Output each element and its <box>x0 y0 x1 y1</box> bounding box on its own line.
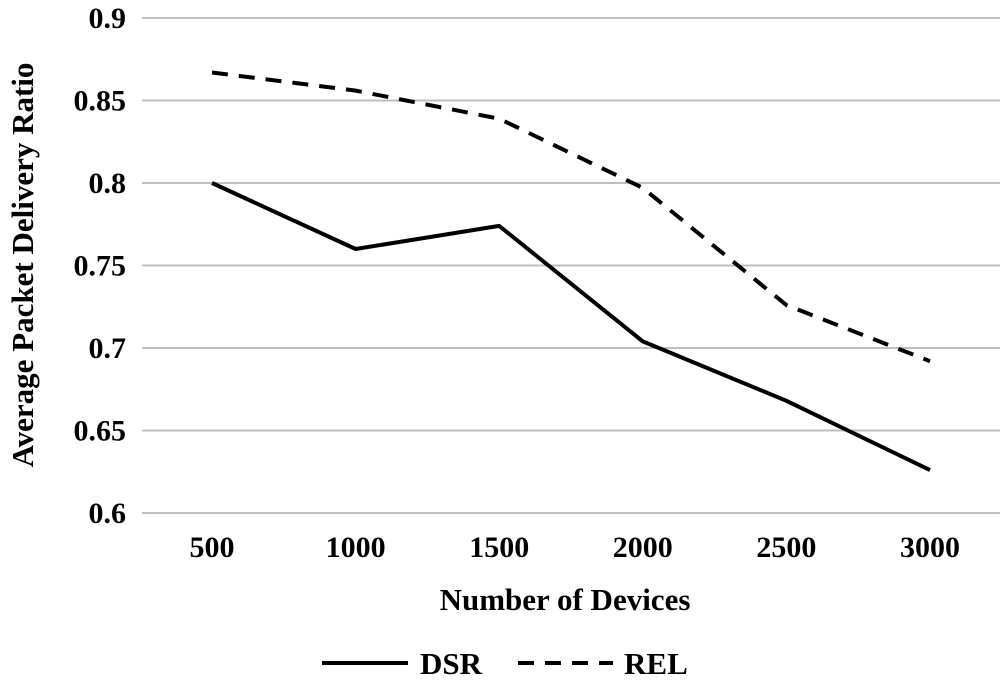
gridlines <box>142 17 1000 514</box>
x-axis-ticks: 500 1000 1500 2000 2500 3000 <box>190 531 961 564</box>
y-tick-label: 0.7 <box>89 332 127 365</box>
y-tick-label: 0.65 <box>74 415 127 448</box>
x-axis-title: Number of Devices <box>440 582 691 617</box>
y-tick-label: 0.75 <box>74 250 127 283</box>
x-tick-label: 3000 <box>900 531 960 564</box>
x-tick-label: 2500 <box>756 531 816 564</box>
legend-label-rel: REL <box>624 646 688 681</box>
series-line-dsr <box>211 181 931 472</box>
y-tick-label: 0.9 <box>89 2 127 35</box>
x-tick-label: 1000 <box>326 531 386 564</box>
y-tick-label: 0.85 <box>74 85 127 118</box>
x-tick-label: 500 <box>190 531 235 564</box>
x-tick-label: 1500 <box>469 531 529 564</box>
x-tick-label: 2000 <box>613 531 673 564</box>
legend: DSR REL <box>322 646 688 681</box>
y-axis-title: Average Packet Delivery Ratio <box>5 63 40 468</box>
y-axis-ticks: 0.6 0.65 0.7 0.75 0.8 0.85 0.9 <box>74 2 127 530</box>
y-tick-label: 0.8 <box>89 167 127 200</box>
series-line-rel <box>211 70 931 364</box>
legend-label-dsr: DSR <box>420 646 483 681</box>
y-tick-label: 0.6 <box>89 497 127 530</box>
series-lines <box>211 70 931 472</box>
